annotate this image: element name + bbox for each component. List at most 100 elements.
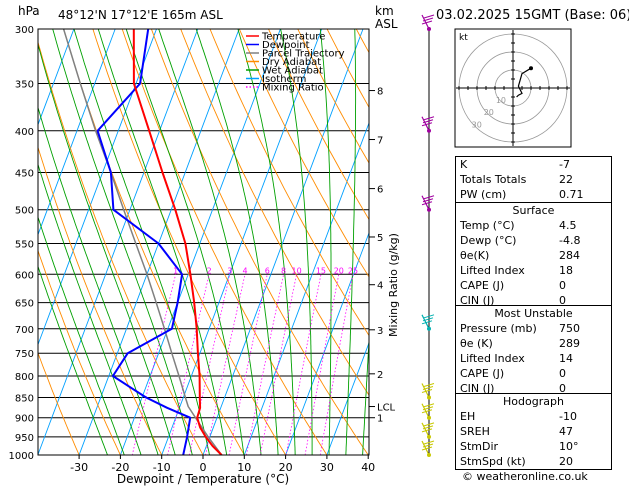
mixing-ratio-line bbox=[304, 274, 340, 455]
wet-adiabat bbox=[237, 29, 296, 455]
pressure-tick-label: 550 bbox=[15, 239, 34, 250]
table-row: CAPE (J) 0 bbox=[456, 278, 611, 293]
row-value: 10° bbox=[559, 440, 579, 453]
wind-barb-flag bbox=[422, 443, 434, 448]
row-value: 4.5 bbox=[559, 219, 577, 232]
credit-text: © weatheronline.co.uk bbox=[462, 470, 588, 483]
pressure-tick-label: 300 bbox=[15, 25, 34, 36]
x-tick-label: -20 bbox=[111, 461, 129, 474]
mixing-ratio-line bbox=[285, 274, 322, 455]
wet-adiabat bbox=[319, 29, 332, 455]
row-value: -10 bbox=[559, 410, 577, 423]
isotherm bbox=[38, 29, 199, 455]
wind-barb-flag bbox=[421, 320, 433, 325]
pressure-tick-label: 400 bbox=[15, 127, 34, 138]
row-label: θe(K) bbox=[460, 249, 490, 262]
row-label: Totals Totals bbox=[460, 173, 527, 186]
wet-adiabat bbox=[195, 29, 279, 455]
mixing-ratio-axis-label: Mixing Ratio (g/kg) bbox=[387, 233, 400, 337]
wet-adiabat bbox=[38, 43, 176, 455]
dry-adiabat bbox=[238, 29, 369, 278]
wind-barb-staff bbox=[421, 116, 430, 132]
wind-barb-staff bbox=[421, 422, 430, 438]
wet-adiabat bbox=[362, 332, 369, 455]
legend-entry: Wet Adiabat bbox=[262, 66, 323, 77]
wind-barb-flag bbox=[422, 317, 434, 322]
row-value: 20 bbox=[559, 455, 573, 468]
wind-barb-flag bbox=[423, 403, 435, 408]
row-value: 47 bbox=[559, 425, 573, 438]
wind-barb-flag bbox=[423, 14, 435, 19]
wet-adiabat bbox=[73, 29, 210, 455]
dry-adiabat bbox=[92, 29, 287, 455]
wet-adiabat bbox=[38, 163, 142, 455]
row-label: Pressure (mb) bbox=[460, 322, 537, 335]
surface-panel: Surface Temp (°C) 4.5 Dewp (°C) -4.8 θe(K) 28… bbox=[455, 202, 612, 309]
table-row: Pressure (mb) 750 bbox=[456, 321, 611, 336]
pressure-tick-label: 700 bbox=[15, 325, 34, 336]
wind-barb-flag bbox=[422, 119, 434, 124]
wind-barb-staff bbox=[421, 195, 430, 211]
row-value: 0 bbox=[559, 382, 566, 395]
wind-barbs bbox=[421, 14, 435, 457]
row-value: -4.8 bbox=[559, 234, 581, 247]
table-row: Lifted Index 18 bbox=[456, 263, 611, 278]
table-row: SREH 47 bbox=[456, 424, 611, 439]
wind-barb-staff bbox=[421, 383, 430, 398]
mixing-ratio-label: 20 bbox=[334, 266, 344, 275]
dry-adiabat bbox=[268, 29, 369, 221]
km-tick-label: 8 bbox=[377, 87, 383, 98]
datetime-title: 03.02.2025 15GMT (Base: 06) bbox=[436, 8, 629, 23]
hodograph-end-point bbox=[529, 66, 533, 71]
isotherm bbox=[161, 29, 323, 455]
row-label: StmSpd (kt) bbox=[460, 455, 526, 468]
wind-barb-staff bbox=[421, 14, 430, 30]
mixing-ratio-label: 15 bbox=[316, 266, 326, 275]
dry-adiabat bbox=[38, 351, 80, 455]
wet-adiabat bbox=[125, 29, 245, 455]
wind-barb-flag bbox=[422, 17, 434, 22]
km-tick-label: LCL bbox=[377, 403, 396, 414]
table-row: CIN (J) 0 bbox=[456, 293, 611, 308]
hodograph-ring-label: 30 bbox=[472, 120, 482, 129]
row-value: 22 bbox=[559, 173, 573, 186]
row-label: SREH bbox=[460, 425, 490, 438]
dry-adiabat bbox=[209, 29, 369, 337]
hodograph-title: Hodograph bbox=[503, 395, 564, 408]
wind-barb-flag bbox=[423, 383, 435, 387]
row-label: Dewp (°C) bbox=[460, 234, 517, 247]
wind-barb-flag bbox=[421, 20, 433, 25]
row-label: PW (cm) bbox=[460, 188, 507, 201]
dry-adiabat bbox=[38, 249, 121, 455]
table-row: StmDir 10° bbox=[456, 439, 611, 454]
wet-adiabat bbox=[38, 106, 159, 455]
row-value: 284 bbox=[559, 249, 580, 262]
row-label: Lifted Index bbox=[460, 352, 525, 365]
x-tick-label: 10 bbox=[237, 461, 251, 474]
pressure-tick-label: 350 bbox=[15, 80, 34, 91]
table-row: CIN (J) 0 bbox=[456, 381, 611, 396]
wind-barb-flag bbox=[423, 195, 435, 200]
table-row: Temp (°C) 4.5 bbox=[456, 218, 611, 233]
wind-barb-staff bbox=[421, 314, 430, 330]
x-tick-label: 40 bbox=[361, 461, 375, 474]
wind-barb-flag bbox=[421, 409, 433, 414]
temperature-line bbox=[132, 29, 223, 455]
surface-title: Surface bbox=[512, 204, 555, 217]
row-label: θe (K) bbox=[460, 337, 493, 350]
wet-adiabat bbox=[38, 265, 108, 455]
mixing-ratio-label: 10 bbox=[291, 266, 301, 275]
hodograph-panel: Hodograph EH -10 SREH 47 StmDir 10° StmSpd (kt… bbox=[455, 393, 612, 470]
mixing-ratio-label: 2 bbox=[207, 266, 212, 275]
row-value: 750 bbox=[559, 322, 580, 335]
isotherm bbox=[202, 29, 364, 455]
table-row: Totals Totals 22 bbox=[456, 172, 611, 187]
km-tick-label: 1 bbox=[377, 414, 383, 425]
table-row: θe (K) 289 bbox=[456, 336, 611, 351]
table-row: θe(K) 284 bbox=[456, 248, 611, 263]
pressure-tick-label: 850 bbox=[15, 393, 34, 404]
most-unstable-panel: Most Unstable Pressure (mb) 750 θe (K) 289 L… bbox=[455, 305, 612, 397]
mixing-ratio-label: 3 bbox=[227, 266, 232, 275]
x-tick-label: -30 bbox=[70, 461, 88, 474]
pressure-tick-label: 600 bbox=[15, 270, 34, 281]
